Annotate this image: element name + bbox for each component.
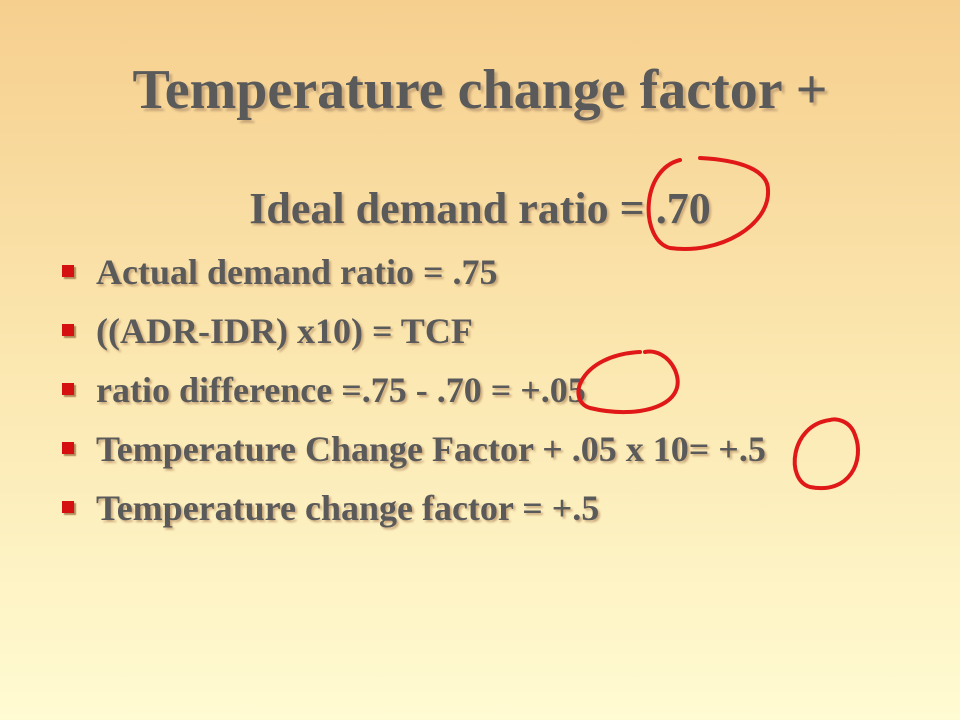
bullet-marker [62, 324, 74, 336]
bullet-marker [62, 383, 74, 395]
bullet-text: Temperature change factor = +.5 [96, 488, 600, 528]
bullet-item: Temperature change factor = +.5 [60, 482, 766, 541]
bullet-item: Actual demand ratio = .75 [60, 246, 766, 305]
bullet-text: ratio difference =.75 - .70 = +.05 [96, 370, 586, 410]
bullet-item: ((ADR-IDR) x10) = TCF [60, 305, 766, 364]
title: Temperature change factor + [132, 59, 828, 121]
bullet-text: ((ADR-IDR) x10) = TCF [96, 311, 473, 351]
bullet-text: Actual demand ratio = .75 [96, 252, 498, 292]
circle-annotation [576, 349, 680, 415]
bullet-marker [62, 265, 74, 277]
bullet-marker [62, 501, 74, 513]
bullet-list: Actual demand ratio = .75 ((ADR-IDR) x10)… [60, 246, 766, 541]
circle-annotation [646, 156, 771, 251]
bullet-item: ratio difference =.75 - .70 = +.05 [60, 364, 766, 423]
bullet-marker [62, 442, 74, 454]
circle-annotation [792, 417, 860, 491]
bullet-item: Temperature Change Factor + .05 x 10= +.… [60, 423, 766, 482]
bullet-text: Temperature Change Factor + .05 x 10= +.… [96, 429, 766, 469]
subtitle: Ideal demand ratio = .70 [249, 184, 711, 233]
